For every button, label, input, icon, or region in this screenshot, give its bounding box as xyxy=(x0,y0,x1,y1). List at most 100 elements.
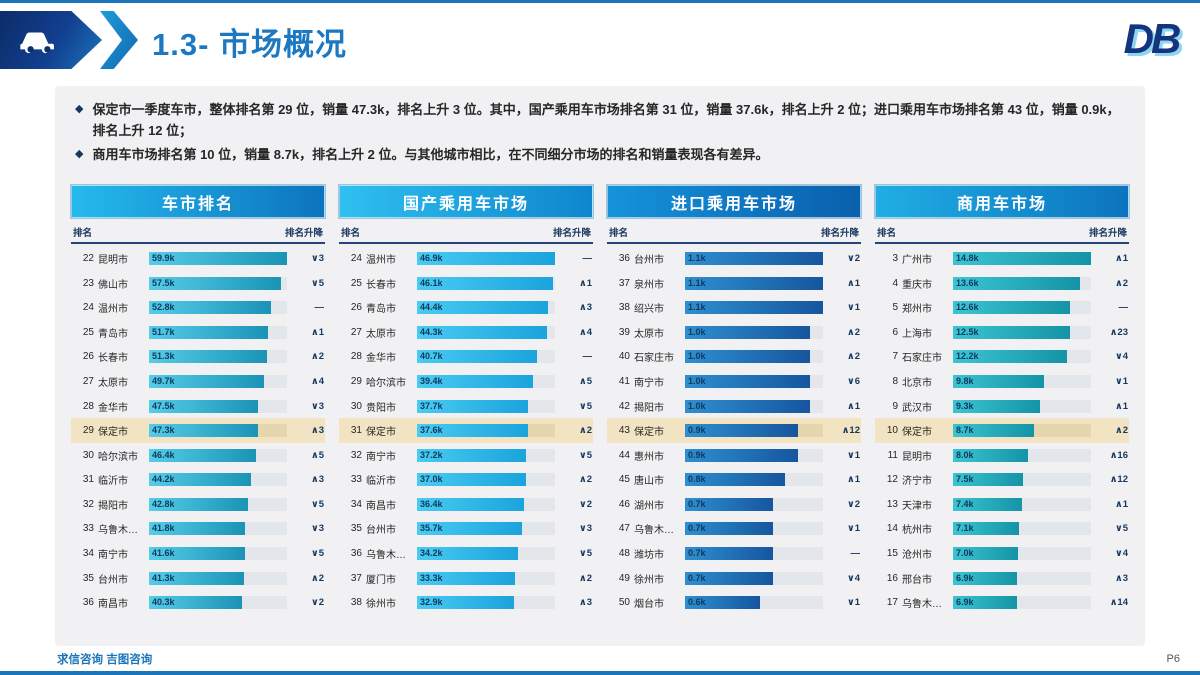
sales-value-label: 0.7k xyxy=(688,548,706,559)
table-commercial-vehicle-market: 商用车市场 排名 排名升降 3 广州市 14.8k ∧1 4 重庆市 13.6k… xyxy=(875,185,1129,615)
rank-change-indicator: ∨3 xyxy=(579,523,592,535)
rank-value: 17 xyxy=(886,597,898,609)
rank-value: 34 xyxy=(82,548,94,560)
sales-bar-track: 1.0k xyxy=(685,374,823,388)
top-accent-line xyxy=(0,0,1200,3)
rank-change-indicator: ∧2 xyxy=(579,572,592,584)
table-row: 3 广州市 14.8k ∧1 xyxy=(875,246,1129,271)
sales-value-label: 41.3k xyxy=(152,572,175,583)
rank-value: 16 xyxy=(886,572,898,584)
rank-value: 25 xyxy=(350,277,362,289)
sales-bar-fill xyxy=(149,596,242,610)
rank-value: 9 xyxy=(892,400,898,412)
rank-value: 42 xyxy=(618,400,630,412)
table-row: 13 天津市 7.4k ∧1 xyxy=(875,492,1129,517)
rank-value: 11 xyxy=(887,449,898,461)
city-name: 乌鲁木… xyxy=(98,525,138,537)
rank-value: 27 xyxy=(350,326,362,338)
city-name: 唐山市 xyxy=(634,476,664,488)
sales-bar-fill xyxy=(953,374,1045,388)
sales-bar-fill xyxy=(953,251,1091,265)
sales-bar-fill xyxy=(953,350,1067,364)
rank-change-indicator: — xyxy=(582,351,593,363)
rank-change-indicator: ∨2 xyxy=(311,597,324,609)
sales-bar-track: 49.7k xyxy=(149,374,287,388)
rank-value: 35 xyxy=(350,523,362,535)
sales-bar-fill xyxy=(685,301,823,315)
rank-change-indicator: — xyxy=(314,302,325,314)
rank-change-indicator: ∨1 xyxy=(1115,375,1128,387)
sales-bar-track: 0.7k xyxy=(685,497,823,511)
sales-value-label: 1.0k xyxy=(688,351,706,362)
sales-value-label: 0.7k xyxy=(688,572,706,583)
sales-value-label: 42.8k xyxy=(152,498,175,509)
city-name: 泉州市 xyxy=(634,279,664,291)
sales-bar-fill xyxy=(417,276,553,290)
table-row: 25 长春市 46.1k ∧1 xyxy=(339,271,593,296)
rank-change-indicator: ∧1 xyxy=(311,326,324,338)
city-name: 济宁市 xyxy=(902,476,932,488)
city-name: 南宁市 xyxy=(98,550,128,562)
sales-bar-fill xyxy=(417,424,528,438)
sales-bar-track: 37.7k xyxy=(417,399,555,413)
sales-bar-track: 57.5k xyxy=(149,276,287,290)
table-row: 34 南宁市 41.6k ∨5 xyxy=(71,541,325,566)
col-rank-label: 排名 xyxy=(609,228,629,240)
chevron-icon xyxy=(100,11,138,69)
city-name: 台州市 xyxy=(98,574,128,586)
sales-bar-track: 32.9k xyxy=(417,596,555,610)
table-title: 商用车市场 xyxy=(875,185,1129,219)
rank-change-indicator: ∧4 xyxy=(579,326,592,338)
city-name: 杭州市 xyxy=(902,525,932,537)
city-name: 太原市 xyxy=(634,328,664,340)
rank-change-indicator: ∧2 xyxy=(847,326,860,338)
rank-value: 22 xyxy=(82,252,94,264)
sales-bar-fill xyxy=(417,448,527,462)
rank-change-indicator: ∧3 xyxy=(579,597,592,609)
sales-bar-track: 14.8k xyxy=(953,251,1091,265)
city-name: 温州市 xyxy=(366,254,396,266)
content-card: ◆ 保定市一季度车市，整体排名第 29 位，销量 47.3k，排名上升 3 位。… xyxy=(55,86,1145,646)
sales-bar-track: 13.6k xyxy=(953,276,1091,290)
sales-value-label: 6.9k xyxy=(956,597,974,608)
table-rows: 36 台州市 1.1k ∨2 37 泉州市 1.1k ∧1 38 绍兴市 1.1… xyxy=(607,244,861,615)
table-row: 5 郑州市 12.6k — xyxy=(875,295,1129,320)
col-change-label: 排名升降 xyxy=(1088,228,1127,240)
rank-change-indicator: ∨4 xyxy=(1115,548,1128,560)
rank-value: 37 xyxy=(350,572,362,584)
sales-bar-track: 44.4k xyxy=(417,301,555,315)
sales-value-label: 7.0k xyxy=(956,548,974,559)
table-row: 38 绍兴市 1.1k ∨1 xyxy=(607,295,861,320)
sales-value-label: 51.3k xyxy=(152,351,175,362)
sales-value-label: 0.8k xyxy=(688,474,706,485)
rank-value: 41 xyxy=(618,375,630,387)
table-row: 44 惠州市 0.9k ∨1 xyxy=(607,443,861,468)
city-name: 台州市 xyxy=(366,525,396,537)
rank-value: 38 xyxy=(350,597,362,609)
rank-value: 37 xyxy=(618,277,630,289)
sales-bar-track: 1.0k xyxy=(685,350,823,364)
table-row: 26 长春市 51.3k ∧2 xyxy=(71,345,325,370)
rank-value: 33 xyxy=(350,474,362,486)
sales-bar-track: 0.9k xyxy=(685,424,823,438)
rank-change-indicator: ∧12 xyxy=(1109,474,1128,486)
bottom-accent-line xyxy=(0,671,1200,675)
sales-bar-track: 1.0k xyxy=(685,325,823,339)
sales-bar-track: 0.7k xyxy=(685,547,823,561)
city-name: 保定市 xyxy=(902,427,932,439)
sales-bar-track: 7.1k xyxy=(953,522,1091,536)
rank-change-indicator: ∨6 xyxy=(847,375,860,387)
sales-bar-fill xyxy=(685,473,786,487)
rank-value: 34 xyxy=(350,498,362,510)
table-row: 43 保定市 0.9k ∧12 xyxy=(607,418,861,443)
sales-bar-fill xyxy=(685,399,811,413)
city-name: 上海市 xyxy=(902,328,932,340)
rank-value: 33 xyxy=(82,523,94,535)
table-row: 32 南宁市 37.2k ∨5 xyxy=(339,443,593,468)
header-arrow-graphic xyxy=(0,11,102,69)
city-name: 广州市 xyxy=(902,254,932,266)
sales-bar-track: 37.2k xyxy=(417,448,555,462)
sales-bar-track: 52.8k xyxy=(149,301,287,315)
sales-value-label: 14.8k xyxy=(956,252,979,263)
page-title: 1.3- 市场概况 xyxy=(152,27,348,62)
